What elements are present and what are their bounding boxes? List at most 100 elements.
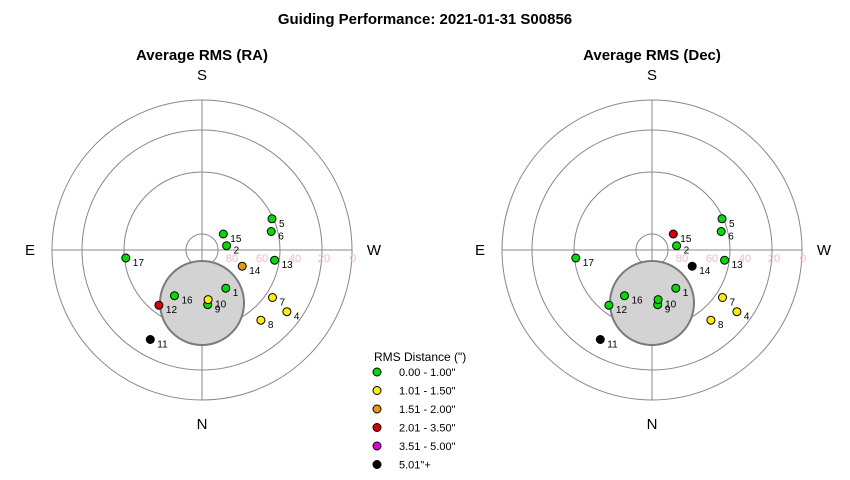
compass-east: E bbox=[475, 242, 485, 259]
point-label: 16 bbox=[182, 296, 194, 307]
legend-label: 2.01 - 3.50" bbox=[399, 423, 456, 435]
point-label: 10 bbox=[215, 300, 227, 311]
data-point bbox=[720, 255, 730, 265]
obstruction-disk bbox=[609, 260, 695, 346]
data-point bbox=[687, 261, 697, 271]
data-point bbox=[203, 295, 213, 305]
data-point bbox=[282, 307, 292, 317]
legend-marker bbox=[372, 460, 382, 469]
data-point bbox=[604, 300, 614, 310]
data-point bbox=[268, 293, 277, 302]
data-point bbox=[170, 291, 179, 301]
point-label: 8 bbox=[718, 320, 724, 331]
point-label: 11 bbox=[157, 340, 168, 351]
data-point bbox=[571, 253, 581, 263]
point-label: 5 bbox=[729, 219, 735, 230]
data-point bbox=[706, 315, 716, 325]
data-point bbox=[145, 335, 155, 344]
polar-plot-dec: Average RMS (Dec)SNE W80 60 40 20 01245678910… bbox=[475, 47, 832, 433]
panel-title: Average RMS (RA) bbox=[136, 47, 268, 64]
polar-plot-ra: Average RMS (RA)SNE W80 60 40 20 012456789101… bbox=[25, 47, 382, 433]
point-label: 12 bbox=[616, 305, 628, 316]
legend-label: 1.51 - 2.00" bbox=[399, 404, 456, 416]
compass-north: N bbox=[647, 416, 658, 433]
data-point bbox=[716, 227, 726, 236]
point-label: 7 bbox=[280, 298, 286, 309]
data-point bbox=[732, 307, 742, 317]
point-label: 4 bbox=[744, 312, 750, 323]
point-label: 1 bbox=[233, 288, 239, 299]
data-point bbox=[668, 229, 678, 239]
compass-west: W bbox=[817, 242, 832, 259]
point-label: 15 bbox=[230, 234, 242, 245]
radial-tick-label: 0 bbox=[350, 253, 356, 265]
point-label: 14 bbox=[249, 266, 261, 277]
point-label: 11 bbox=[607, 340, 618, 351]
point-label: 13 bbox=[282, 260, 294, 271]
figure-title: Guiding Performance: 2021-01-31 S00856 bbox=[278, 11, 572, 28]
point-label: 8 bbox=[268, 320, 274, 331]
compass-north: N bbox=[197, 416, 208, 433]
legend-marker bbox=[372, 386, 382, 395]
legend-label: 5.01"+ bbox=[399, 460, 431, 472]
radial-tick-label: 40 bbox=[289, 253, 301, 265]
point-label: 6 bbox=[278, 232, 284, 243]
data-point bbox=[653, 295, 663, 305]
compass-south: S bbox=[647, 67, 657, 84]
radial-tick-label: 60 bbox=[256, 253, 268, 265]
point-label: 17 bbox=[583, 258, 595, 269]
data-point bbox=[221, 283, 231, 293]
data-point bbox=[718, 293, 727, 302]
legend-title: RMS Distance (") bbox=[374, 350, 466, 364]
data-point bbox=[267, 214, 277, 224]
point-label: 2 bbox=[684, 246, 690, 257]
radial-tick-label: 80 bbox=[226, 253, 238, 265]
compass-south: S bbox=[197, 67, 207, 84]
legend-marker bbox=[372, 423, 382, 432]
legend-marker bbox=[372, 367, 382, 377]
radial-tick-label: 80 bbox=[676, 253, 688, 265]
radial-tick-label: 40 bbox=[739, 253, 751, 265]
point-label: 2 bbox=[234, 246, 240, 257]
point-label: 15 bbox=[680, 234, 692, 245]
data-point bbox=[237, 261, 247, 271]
data-point bbox=[218, 229, 228, 239]
legend-label: 3.51 - 5.00" bbox=[399, 441, 456, 453]
data-point bbox=[270, 255, 280, 265]
compass-east: E bbox=[25, 242, 35, 259]
data-point bbox=[620, 291, 629, 301]
data-point bbox=[672, 241, 682, 251]
point-label: 10 bbox=[665, 300, 677, 311]
point-label: 9 bbox=[215, 305, 221, 316]
compass-west: W bbox=[367, 242, 382, 259]
data-point bbox=[671, 283, 681, 293]
data-point bbox=[266, 227, 276, 236]
data-point bbox=[595, 335, 605, 344]
radial-tick-label: 60 bbox=[706, 253, 718, 265]
polar-panels: Average RMS (RA)SNE W80 60 40 20 012456789101… bbox=[25, 47, 832, 433]
point-label: 5 bbox=[279, 219, 285, 230]
point-label: 4 bbox=[294, 312, 300, 323]
radial-tick-label: 20 bbox=[318, 253, 330, 265]
point-label: 14 bbox=[699, 266, 711, 277]
data-point bbox=[256, 315, 266, 325]
point-label: 13 bbox=[732, 260, 744, 271]
legend: RMS Distance (") 0.00 - 1.00" 1.01 - 1.50"… bbox=[372, 350, 466, 472]
data-point bbox=[222, 241, 232, 251]
point-label: 16 bbox=[632, 296, 644, 307]
panel-title: Average RMS (Dec) bbox=[583, 47, 721, 64]
point-label: 12 bbox=[166, 305, 178, 316]
point-label: 9 bbox=[665, 305, 671, 316]
data-point bbox=[121, 253, 131, 263]
point-label: 17 bbox=[133, 258, 145, 269]
legend-label: 1.01 - 1.50" bbox=[399, 386, 456, 398]
data-point bbox=[717, 214, 727, 224]
data-point bbox=[154, 300, 164, 310]
legend-marker bbox=[372, 404, 382, 414]
radial-tick-label: 0 bbox=[800, 253, 806, 265]
legend-marker bbox=[372, 441, 382, 451]
legend-label: 0.00 - 1.00" bbox=[399, 367, 456, 379]
radial-tick-label: 20 bbox=[768, 253, 780, 265]
point-label: 1 bbox=[683, 288, 689, 299]
